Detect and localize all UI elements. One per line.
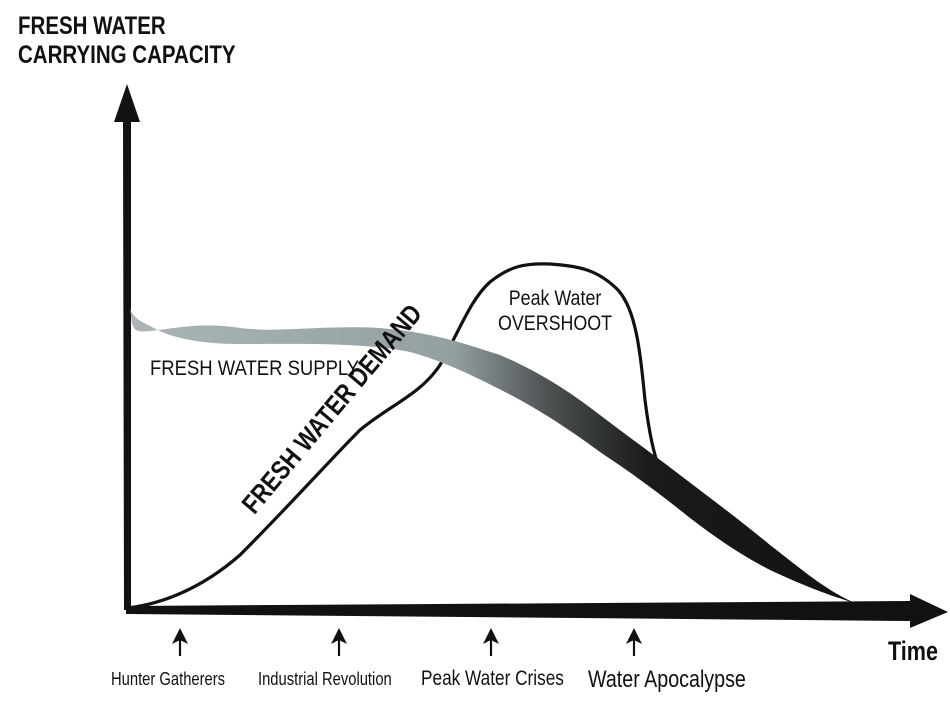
supply-label: FRESH WATER SUPPLY [150, 357, 360, 380]
era-label-water-apocalypse: Water Apocalypse [588, 666, 746, 693]
era-label-peak-water-crises: Peak Water Crises [421, 667, 564, 690]
era-arrow-peak-water-crises [483, 628, 499, 656]
supply-curve [130, 304, 855, 603]
peak-label-line1: Peak Water [508, 287, 602, 310]
y-axis-arrow [114, 84, 140, 610]
y-axis-title-line1: FRESH WATER [18, 12, 166, 40]
era-arrow-water-apocalypse [626, 628, 642, 656]
x-axis-title: Time [888, 636, 939, 666]
x-axis-arrow [126, 594, 948, 628]
era-arrow-industrial-revolution [331, 628, 347, 656]
demand-curve [126, 262, 662, 610]
era-label-hunter-gatherers: Hunter Gatherers [111, 669, 226, 689]
era-arrow-hunter-gatherers [172, 628, 188, 656]
y-axis-title: FRESH WATER CARRYING CAPACITY [18, 12, 236, 70]
peak-label-line2: OVERSHOOT [498, 312, 613, 335]
y-axis-title-line2: CARRYING CAPACITY [18, 41, 236, 69]
era-label-industrial-revolution: Industrial Revolution [258, 669, 392, 689]
peak-overshoot-label: Peak Water OVERSHOOT [498, 286, 612, 336]
